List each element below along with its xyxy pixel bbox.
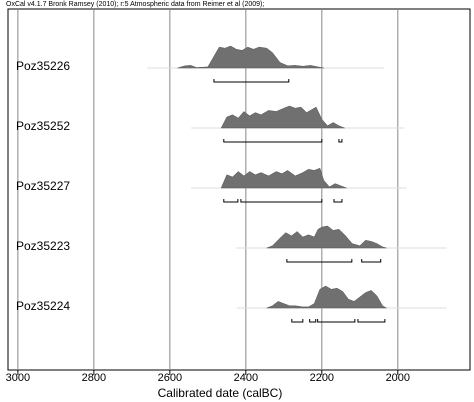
sample-label: Poz35252 bbox=[16, 119, 70, 133]
range-bracket bbox=[317, 319, 356, 323]
distribution bbox=[220, 105, 345, 129]
distribution bbox=[266, 225, 387, 249]
x-tick-label: 2400 bbox=[234, 372, 258, 384]
x-tick-label: 2600 bbox=[158, 372, 182, 384]
x-tick-label: 2000 bbox=[386, 372, 410, 384]
sample-label: Poz35226 bbox=[16, 59, 70, 73]
range-bracket bbox=[286, 259, 353, 263]
distribution bbox=[266, 285, 388, 309]
range-bracket bbox=[223, 139, 323, 143]
range-bracket bbox=[361, 259, 382, 263]
distribution bbox=[177, 45, 324, 69]
sample-label: Poz35223 bbox=[16, 239, 70, 253]
chart-title: OxCal v4.1.7 Bronk Ramsey (2010); r:5 At… bbox=[6, 1, 264, 8]
distribution bbox=[220, 167, 347, 189]
x-axis-label: Calibrated date (calBC) bbox=[158, 386, 283, 400]
x-tick-label: 2200 bbox=[310, 372, 334, 384]
x-tick-label: 2800 bbox=[82, 372, 106, 384]
range-bracket bbox=[291, 319, 304, 323]
range-bracket bbox=[309, 319, 317, 323]
sample-label: Poz35224 bbox=[16, 299, 70, 313]
range-bracket bbox=[333, 199, 343, 203]
sample-label: Poz35227 bbox=[16, 179, 70, 193]
range-bracket bbox=[357, 319, 386, 323]
range-bracket bbox=[240, 199, 323, 203]
range-bracket bbox=[213, 79, 290, 83]
x-tick-label: 3000 bbox=[6, 372, 30, 384]
plot-frame bbox=[7, 8, 471, 371]
range-bracket bbox=[223, 199, 239, 203]
range-bracket bbox=[338, 139, 343, 143]
